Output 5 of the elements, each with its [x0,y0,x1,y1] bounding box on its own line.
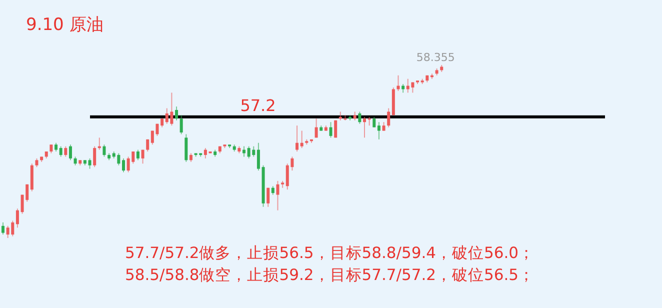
annotation: 57.2 [240,96,276,115]
text: 58.5/58.8做空，止损59.2，目标57.7/57.2，破位56.5； [125,266,535,284]
chart-title: 9.10 原油 [26,15,104,35]
text: 57.7/57.2做多，止损56.5，目标58.8/59.4，破位56.0； [125,244,535,262]
text: 58.355 [416,51,455,64]
